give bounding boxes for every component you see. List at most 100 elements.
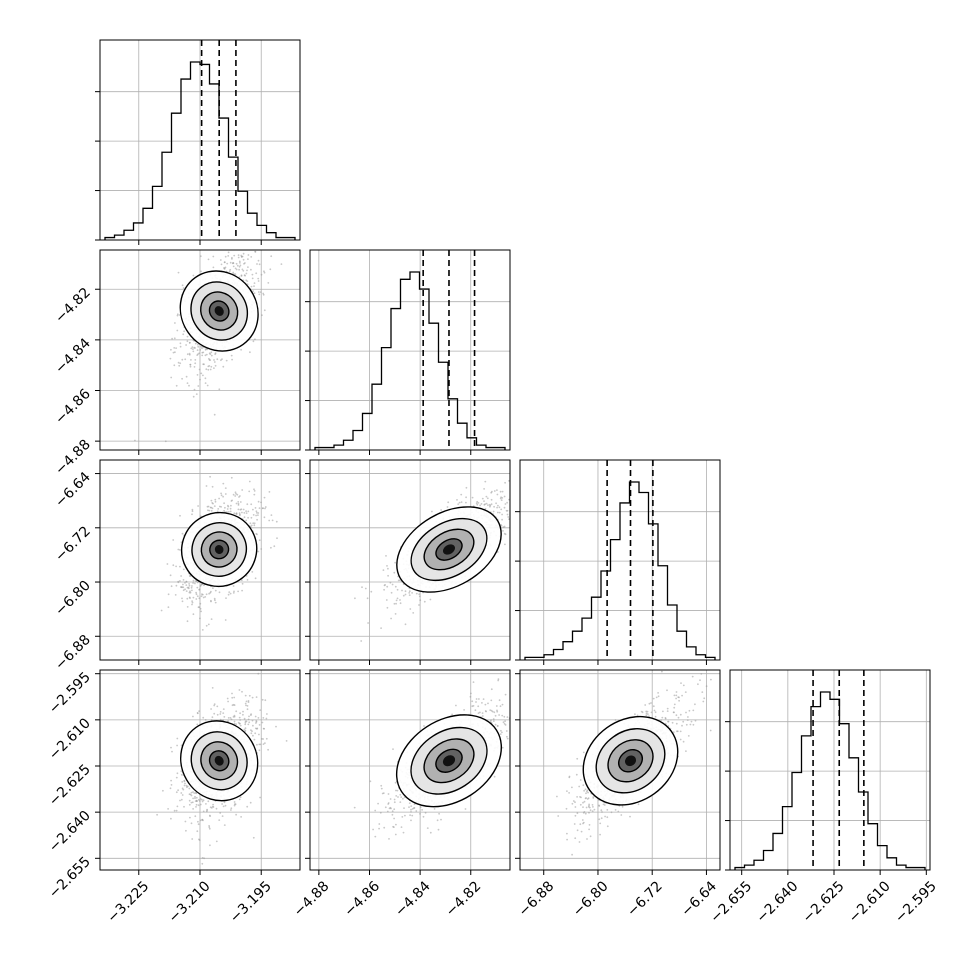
sample-point xyxy=(199,515,202,518)
sample-point xyxy=(218,591,221,594)
sample-point xyxy=(212,587,214,589)
sample-point xyxy=(200,345,203,348)
sample-point xyxy=(235,502,238,505)
sample-point xyxy=(225,359,228,362)
sample-point xyxy=(182,589,185,592)
sample-point xyxy=(213,367,215,369)
sample-point xyxy=(182,568,185,571)
y-tick-label: −4.82 xyxy=(52,285,94,327)
sample-point xyxy=(666,707,669,710)
sample-point xyxy=(263,516,266,519)
sample-point xyxy=(276,537,278,540)
sample-point xyxy=(190,347,193,350)
sample-point xyxy=(481,715,484,717)
sample-point xyxy=(255,272,258,275)
sample-point xyxy=(440,509,442,511)
sample-point xyxy=(188,575,191,577)
sample-point xyxy=(238,689,241,691)
sample-point xyxy=(258,724,261,726)
sample-point xyxy=(482,698,485,700)
y-tick-label: −2.640 xyxy=(46,808,94,856)
sample-point xyxy=(393,801,396,804)
sample-point xyxy=(395,795,398,797)
sample-point xyxy=(418,604,420,606)
sample-point xyxy=(243,516,246,519)
sample-point xyxy=(660,719,663,721)
sample-point xyxy=(218,388,221,391)
sample-point xyxy=(261,314,263,317)
sample-point xyxy=(176,314,179,317)
sample-point xyxy=(184,782,186,785)
sample-point xyxy=(256,518,258,521)
sample-point xyxy=(176,772,179,775)
sample-point xyxy=(505,730,508,732)
sample-point xyxy=(201,593,204,596)
sample-point xyxy=(265,717,268,720)
sample-point xyxy=(183,330,186,333)
sample-point xyxy=(620,814,623,816)
sample-point xyxy=(380,627,382,629)
sample-point xyxy=(582,784,585,787)
sample-point xyxy=(498,699,501,702)
sample-point xyxy=(423,725,425,727)
sample-point xyxy=(251,273,254,276)
sample-point xyxy=(255,510,258,513)
sample-point xyxy=(195,799,198,802)
sample-point xyxy=(455,704,457,707)
sample-point xyxy=(387,574,389,577)
sample-point xyxy=(679,738,682,741)
sample-point xyxy=(504,503,507,505)
sample-point xyxy=(503,532,506,535)
sample-point xyxy=(208,352,211,355)
sample-point xyxy=(203,584,205,587)
sample-point xyxy=(249,351,251,354)
sample-point xyxy=(238,260,241,263)
sample-point xyxy=(177,581,180,584)
sample-point xyxy=(204,596,207,598)
sample-point xyxy=(240,256,243,258)
sample-point xyxy=(217,508,220,510)
sample-point xyxy=(237,508,240,511)
sample-point xyxy=(175,776,178,779)
sample-point xyxy=(506,501,508,504)
sample-point xyxy=(507,516,510,518)
sample-point xyxy=(201,354,204,357)
sample-point xyxy=(498,714,500,716)
sample-point xyxy=(214,601,217,604)
sample-point xyxy=(496,511,499,514)
sample-point xyxy=(483,500,485,502)
sample-point xyxy=(195,796,198,799)
sample-point xyxy=(262,727,265,730)
sample-point xyxy=(212,502,214,505)
sample-point xyxy=(386,565,388,567)
sample-point xyxy=(198,838,200,841)
sample-point xyxy=(254,727,257,730)
sample-point xyxy=(361,586,363,589)
sample-point xyxy=(480,503,483,505)
sample-point xyxy=(174,351,176,354)
sample-point xyxy=(186,340,189,343)
sample-point xyxy=(207,509,209,512)
sample-point xyxy=(197,798,200,801)
sample-point xyxy=(408,806,410,808)
sample-point xyxy=(259,291,262,293)
sample-point xyxy=(408,592,411,594)
sample-point xyxy=(196,349,199,351)
sample-point xyxy=(175,384,178,387)
sample-point xyxy=(239,712,242,715)
sample-point xyxy=(199,349,202,351)
sample-point xyxy=(252,724,254,727)
sample-point xyxy=(470,692,472,695)
sample-point xyxy=(167,606,170,609)
sample-point xyxy=(175,791,178,794)
sample-point xyxy=(179,514,181,517)
sample-point xyxy=(393,571,396,574)
sample-point xyxy=(650,702,652,704)
sample-point xyxy=(506,735,508,738)
sample-point xyxy=(174,594,177,596)
sample-point xyxy=(208,814,211,817)
sample-point xyxy=(446,506,449,508)
sample-point xyxy=(189,363,192,366)
sample-point xyxy=(496,506,498,509)
